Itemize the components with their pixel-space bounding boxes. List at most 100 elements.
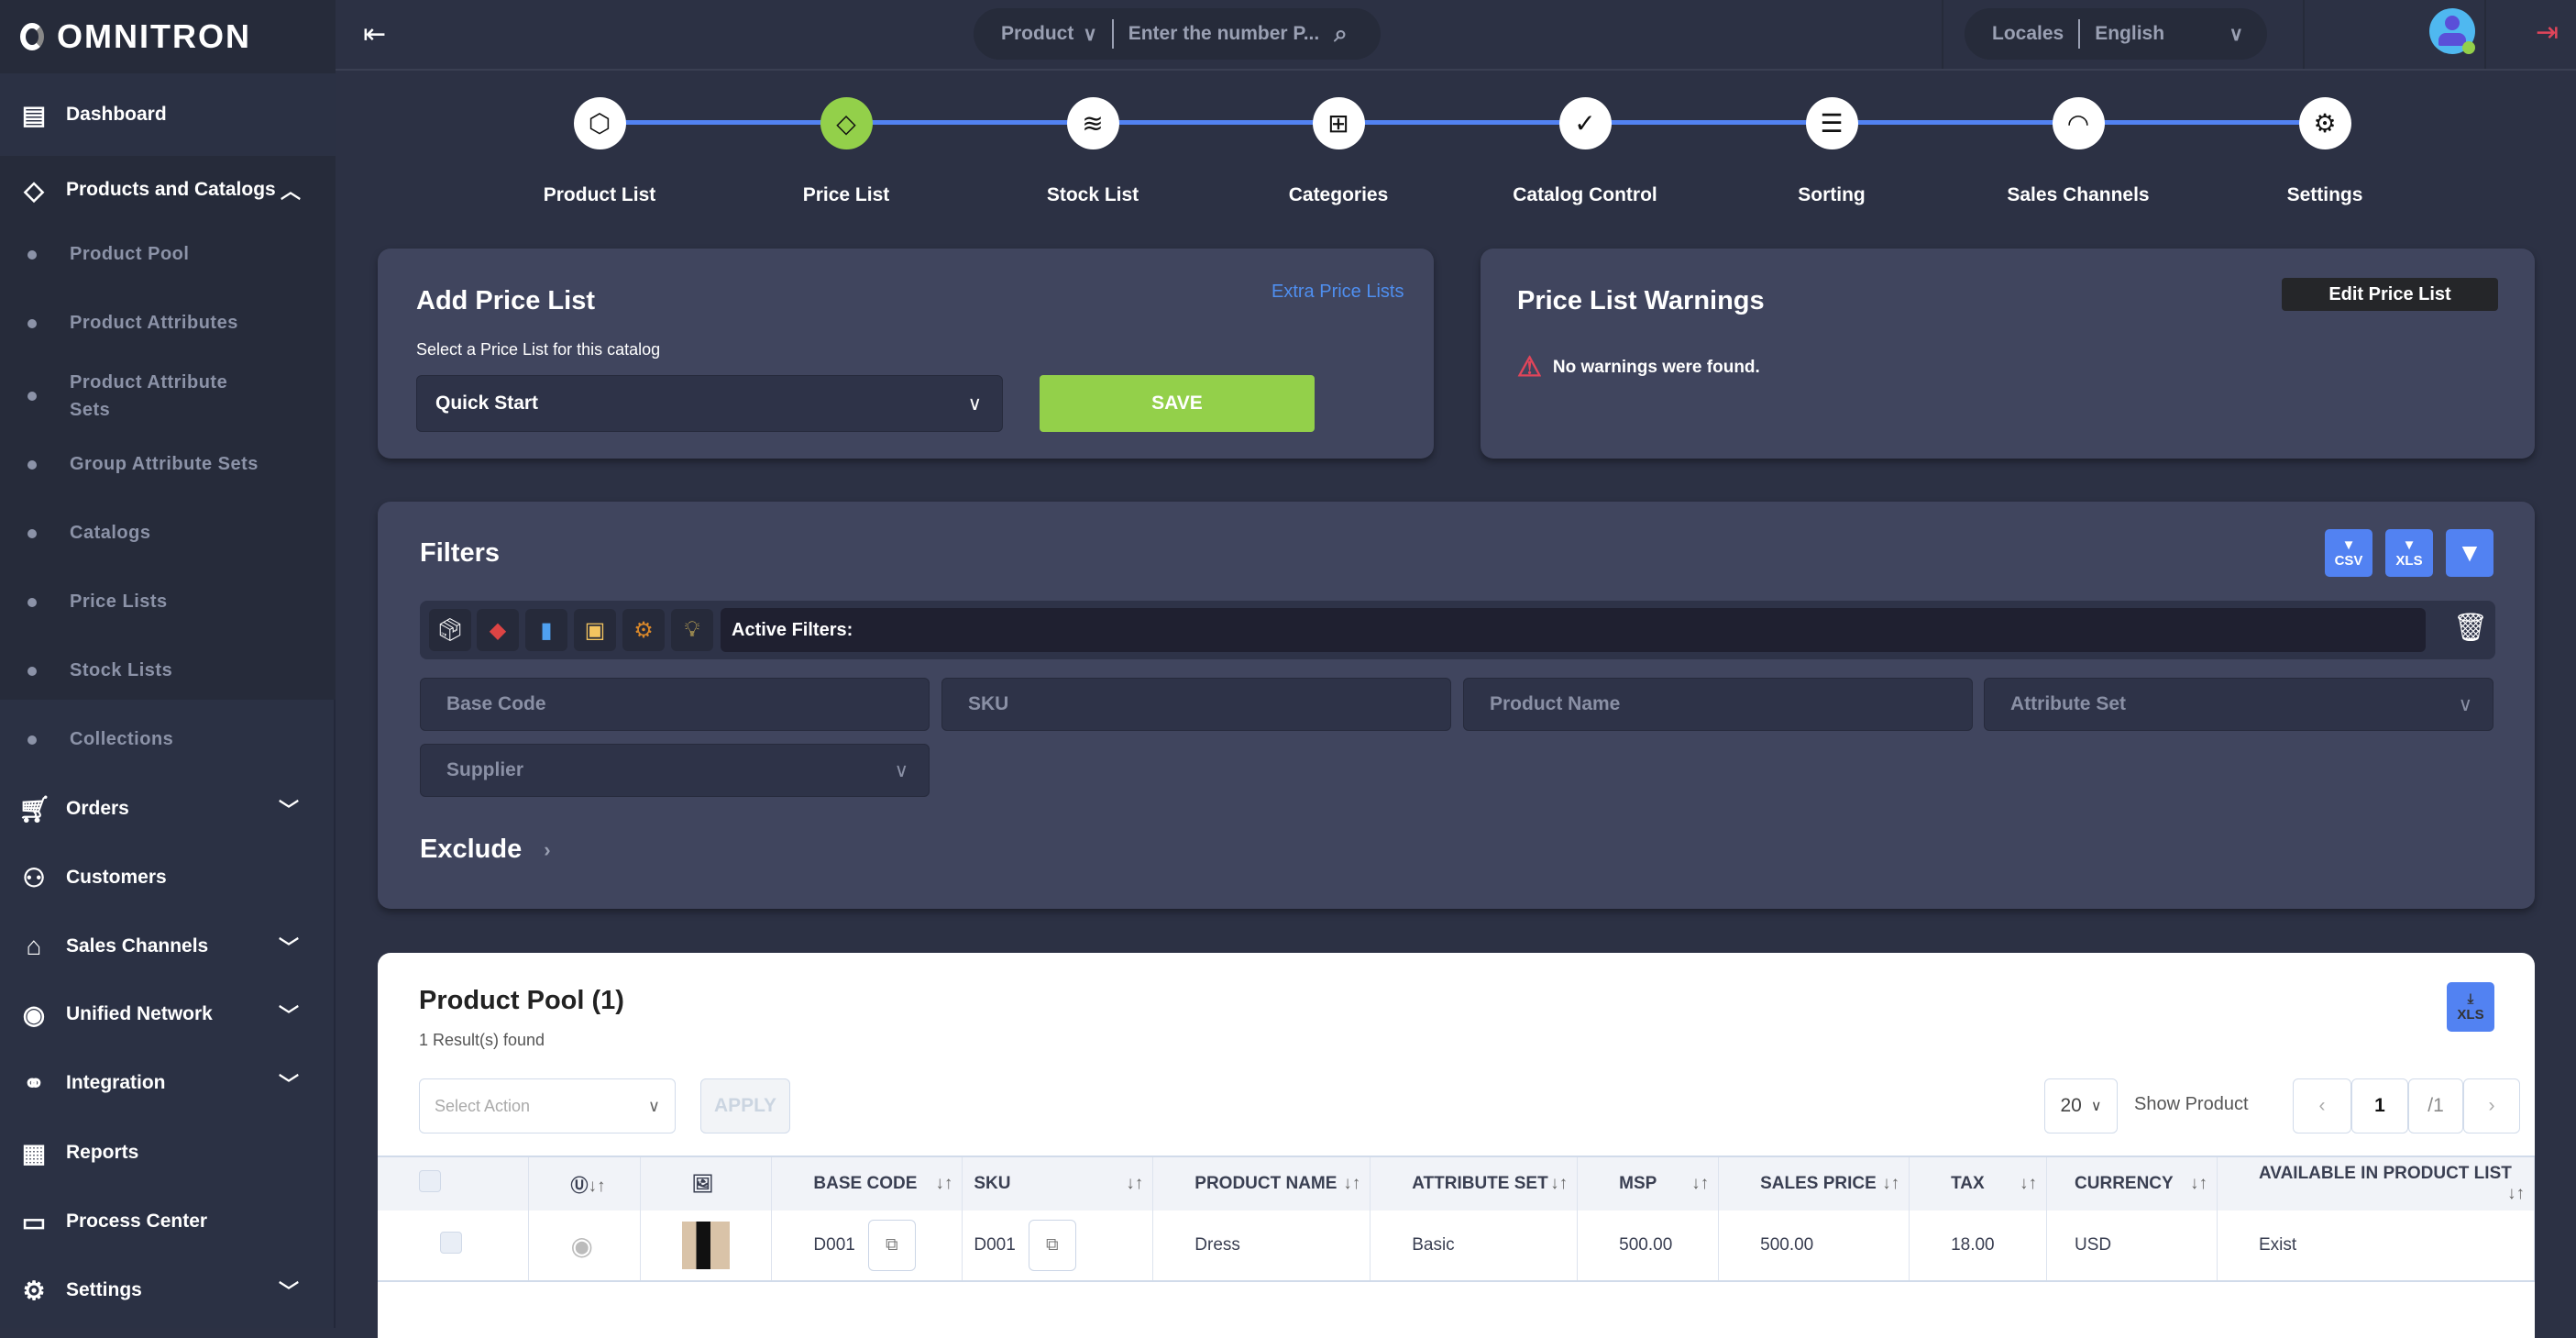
- sidebar-sub-stock-lists[interactable]: Stock Lists: [0, 660, 336, 681]
- export-xls-button[interactable]: ⤓ XLS: [2447, 982, 2494, 1032]
- select-all-checkbox[interactable]: [419, 1170, 441, 1192]
- chevron-down-icon: ∨: [2458, 693, 2472, 715]
- sidebar-item-reports[interactable]: ▦ Reports: [0, 1134, 336, 1171]
- collapse-menu-icon[interactable]: ⇤: [363, 19, 387, 50]
- extra-price-lists-link[interactable]: Extra Price Lists: [1271, 282, 1404, 302]
- step-product-list[interactable]: ⬡ Product List: [508, 97, 691, 206]
- product-box-icon[interactable]: 📦︎: [429, 609, 471, 651]
- column-sku[interactable]: SKU ↓↑: [962, 1156, 1154, 1211]
- top-bar: ⇤ Product ∨ Enter the number P... ⌕ Local…: [336, 0, 2576, 71]
- copy-icon[interactable]: ⧉: [1028, 1220, 1076, 1271]
- search-icon[interactable]: ⌕: [1334, 19, 1348, 47]
- sidebar-item-integration[interactable]: ⚭ Integration ﹀: [0, 1065, 336, 1101]
- gear-icon: ⚙: [22, 1276, 46, 1305]
- column-currency[interactable]: CURRENCY ↓↑: [2046, 1156, 2218, 1211]
- sort-icon[interactable]: ↓↑: [588, 1176, 606, 1196]
- sidebar-item-customers[interactable]: ⚇ Customers: [0, 859, 336, 896]
- product-name-input[interactable]: Product Name: [1463, 678, 1973, 731]
- sidebar-item-dashboard[interactable]: ▤ Dashboard: [0, 73, 336, 156]
- sidebar-item-products-and-catalogs[interactable]: ◇ Products and Catalogs ︿: [0, 156, 336, 224]
- column-tax[interactable]: TAX ↓↑: [1909, 1156, 2048, 1211]
- sidebar-item-settings[interactable]: ⚙ Settings ﹀: [0, 1272, 336, 1309]
- sort-icon: ↓↑: [1882, 1174, 1900, 1193]
- step-sales-channels[interactable]: ◠ Sales Channels: [1987, 97, 2170, 206]
- sidebar-item-sales-channels[interactable]: ⌂ Sales Channels ﹀: [0, 928, 336, 965]
- column-msp[interactable]: MSP ↓↑: [1577, 1156, 1720, 1211]
- sidebar-item-unified-network[interactable]: ◉ Unified Network ﹀: [0, 996, 336, 1033]
- process-icon: ▭: [21, 1207, 47, 1236]
- blocks-icon[interactable]: ▮: [525, 609, 567, 651]
- filter-icon: ▼: [2341, 537, 2356, 553]
- filter-icon: ▼: [2457, 538, 2482, 567]
- exclude-toggle[interactable]: Exclude ›: [420, 835, 551, 864]
- export-xls-button[interactable]: ▼ XLS: [2385, 529, 2433, 577]
- step-sorting[interactable]: ☰ Sorting: [1740, 97, 1923, 206]
- export-csv-button[interactable]: ▼ CSV: [2325, 529, 2372, 577]
- step-settings[interactable]: ⚙ Settings: [2233, 97, 2416, 206]
- save-button[interactable]: SAVE: [1040, 375, 1315, 432]
- chevron-down-icon: ﹀: [278, 1073, 299, 1096]
- sidebar-sub-product-attribute-sets[interactable]: Product Attribute Sets: [0, 369, 238, 424]
- column-attribute-set[interactable]: ATTRIBUTE SET ↓↑: [1370, 1156, 1579, 1211]
- tag-icon: ◇: [820, 97, 873, 149]
- product-table: Ⓤ↓↑ 🖼︎ BASE CODE ↓↑ SKU ↓↑ PRODUCT NAME ↓↑ …: [378, 1156, 2535, 1282]
- page-number[interactable]: 1: [2351, 1078, 2408, 1133]
- edit-price-list-button[interactable]: Edit Price List: [2282, 278, 2498, 311]
- dashboard-icon: ▤: [21, 100, 47, 129]
- cube-icon[interactable]: ◆: [477, 609, 519, 651]
- copy-icon[interactable]: ⧉: [867, 1220, 916, 1271]
- lightbulb-icon[interactable]: 💡︎: [671, 609, 713, 651]
- attribute-set-select[interactable]: Attribute Set ∨: [1984, 678, 2493, 731]
- cell-attribute-set: Basic: [1370, 1211, 1579, 1282]
- trash-icon[interactable]: 🗑︎: [2453, 613, 2489, 643]
- image-icon: 🖼︎: [691, 1175, 714, 1194]
- prev-page-button[interactable]: ‹: [2293, 1078, 2351, 1133]
- gear-icon[interactable]: ⚙: [622, 609, 665, 651]
- avatar[interactable]: [2429, 8, 2475, 54]
- step-stock-list[interactable]: ≋ Stock List: [1001, 97, 1184, 206]
- sidebar-item-orders[interactable]: 🛒︎ Orders ﹀: [18, 794, 299, 824]
- sidebar-sub-catalogs[interactable]: Catalogs: [0, 523, 336, 544]
- page-size-select[interactable]: 20 ∨: [2044, 1078, 2118, 1133]
- select-label: Select a Price List for this catalog: [416, 340, 661, 359]
- select-action-dropdown[interactable]: Select Action ∨: [419, 1078, 676, 1133]
- search-type-select[interactable]: Product: [1001, 23, 1074, 44]
- apply-button[interactable]: APPLY: [700, 1078, 790, 1133]
- unified-column-header[interactable]: Ⓤ↓↑: [528, 1156, 642, 1211]
- warning-message: No warnings were found.: [1552, 357, 1760, 377]
- row-checkbox[interactable]: [440, 1232, 462, 1254]
- pool-title: Product Pool (1): [419, 986, 624, 1015]
- logo[interactable]: OMNITRON: [0, 0, 336, 73]
- next-page-button[interactable]: ›: [2463, 1078, 2520, 1133]
- sidebar-item-process-center[interactable]: ▭ Process Center: [0, 1203, 336, 1240]
- filter-toggle-button[interactable]: ▼: [2446, 529, 2493, 577]
- check-icon: ✓: [1558, 97, 1612, 149]
- column-product-name[interactable]: PRODUCT NAME ↓↑: [1152, 1156, 1371, 1211]
- column-base-code[interactable]: BASE CODE ↓↑: [771, 1156, 963, 1211]
- sidebar-sub-price-lists[interactable]: Price Lists: [0, 592, 336, 613]
- step-categories[interactable]: ⊞ Categories: [1247, 97, 1430, 206]
- price-list-select[interactable]: Quick Start ∨: [416, 375, 1003, 432]
- product-thumbnail[interactable]: [682, 1222, 731, 1269]
- sidebar-sub-group-attribute-sets[interactable]: Group Attribute Sets: [0, 454, 336, 475]
- open-box-icon[interactable]: ▣: [574, 609, 616, 651]
- locale-select[interactable]: Locales English ∨: [1965, 8, 2267, 60]
- step-catalog-control[interactable]: ✓ Catalog Control: [1493, 97, 1677, 206]
- logout-icon[interactable]: ⇥: [2536, 17, 2559, 48]
- sidebar-sub-collections[interactable]: Collections: [0, 729, 336, 750]
- sidebar-sub-product-attributes[interactable]: Product Attributes: [0, 313, 336, 334]
- sku-input[interactable]: SKU: [941, 678, 1451, 731]
- report-icon: ▦: [21, 1138, 47, 1167]
- chevron-down-icon: ﹀: [278, 936, 299, 959]
- integration-icon: ⚭: [23, 1068, 45, 1098]
- filters-card: Filters ▼ CSV ▼ XLS ▼ 📦︎ ◆ ▮ ▣ ⚙ 💡︎ Active…: [378, 502, 2535, 909]
- sidebar-sub-product-pool[interactable]: Product Pool: [0, 244, 336, 265]
- supplier-select[interactable]: Supplier ∨: [420, 744, 930, 797]
- search-input[interactable]: Enter the number P...: [1128, 23, 1320, 44]
- global-search[interactable]: Product ∨ Enter the number P... ⌕: [974, 8, 1381, 60]
- step-price-list[interactable]: ◇ Price List: [754, 97, 938, 206]
- base-code-input[interactable]: Base Code: [420, 678, 930, 731]
- stepper-line: [600, 120, 2325, 125]
- column-available[interactable]: AVAILABLE IN PRODUCT LIST ↓↑: [2217, 1156, 2535, 1211]
- column-sales-price[interactable]: SALES PRICE ↓↑: [1718, 1156, 1910, 1211]
